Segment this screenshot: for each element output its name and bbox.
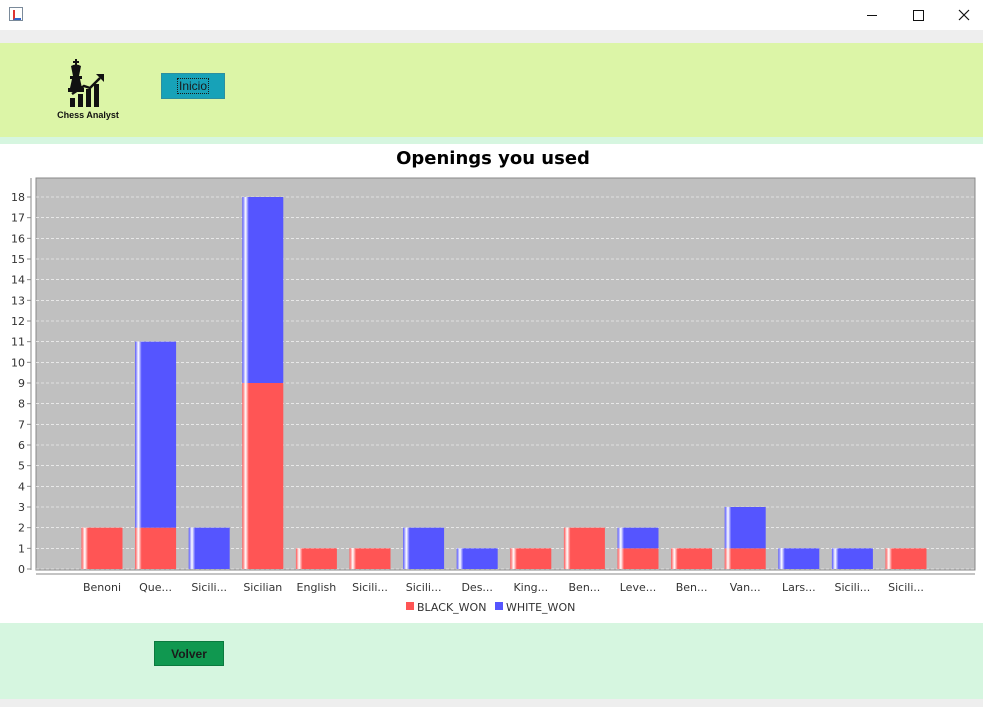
bottom-strip — [0, 699, 983, 707]
legend-label: WHITE_WON — [506, 601, 575, 614]
y-tick-label: 4 — [18, 480, 25, 493]
window-title-bar — [0, 0, 983, 30]
bar-black-won — [724, 548, 766, 569]
y-tick-label: 6 — [18, 439, 25, 452]
y-tick-label: 16 — [11, 232, 25, 245]
y-tick-label: 13 — [11, 294, 25, 307]
bar-black-won — [81, 527, 123, 569]
close-button[interactable] — [941, 0, 983, 30]
x-tick-label: Des... — [461, 581, 492, 594]
footer-panel — [0, 623, 983, 699]
x-tick-label: Ben... — [569, 581, 601, 594]
y-tick-label: 7 — [18, 418, 25, 431]
x-tick-label: Lars... — [782, 581, 816, 594]
bar-black-won — [617, 548, 659, 569]
header-panel — [0, 43, 983, 137]
bars — [81, 197, 927, 569]
x-tick-label: King... — [513, 581, 548, 594]
minimize-icon — [867, 14, 877, 16]
bar-black-won — [510, 548, 552, 569]
chart-title: Openings you used — [396, 148, 590, 169]
legend-label: BLACK_WON — [417, 601, 486, 614]
bar-white-won — [778, 548, 820, 569]
x-tick-label: Leve... — [620, 581, 656, 594]
top-spacer — [0, 30, 983, 43]
y-tick-label: 1 — [18, 542, 25, 555]
chess-king-growth-chart-icon — [68, 59, 104, 107]
bar-white-won — [242, 197, 284, 383]
bar-black-won — [242, 383, 284, 569]
volver-button[interactable]: Volver — [154, 641, 224, 666]
y-tick-label: 14 — [11, 274, 25, 287]
close-icon — [958, 9, 970, 21]
inicio-button-label: Inicio — [176, 78, 209, 94]
bar-white-won — [456, 548, 498, 569]
x-tick-label: Van... — [730, 581, 761, 594]
x-tick-label: Sicili... — [352, 581, 388, 594]
bar-black-won — [135, 527, 177, 569]
maximize-icon — [912, 9, 924, 21]
bar-white-won — [831, 548, 873, 569]
plot-area — [35, 177, 976, 571]
legend-swatch-black-won — [406, 602, 414, 610]
y-tick-label: 10 — [11, 356, 25, 369]
y-tick-label: 11 — [11, 336, 25, 349]
bar-black-won — [295, 548, 337, 569]
chart-legend: BLACK_WON WHITE_WON — [406, 601, 575, 614]
bar-black-won — [885, 548, 927, 569]
maximize-button[interactable] — [895, 0, 941, 30]
bar-white-won — [188, 527, 230, 569]
y-tick-label: 17 — [11, 212, 25, 225]
inicio-button[interactable]: Inicio — [161, 73, 225, 99]
x-tick-label: Sicili... — [406, 581, 442, 594]
bar-black-won — [671, 548, 713, 569]
y-tick-label: 15 — [11, 253, 25, 266]
bar-black-won — [563, 527, 605, 569]
legend-swatch-white-won — [495, 602, 503, 610]
logo-text: Chess Analyst — [57, 110, 119, 120]
x-tick-label: Sicili... — [191, 581, 227, 594]
x-tick-label: English — [297, 581, 337, 594]
x-axis-ticks: Benoni Que... Sicili... Sicilian English Sici… — [83, 581, 924, 594]
bar-white-won — [724, 507, 766, 549]
bar-white-won — [403, 527, 445, 569]
y-tick-label: 5 — [18, 460, 25, 473]
bar-white-won — [617, 527, 659, 549]
y-tick-label: 2 — [18, 522, 25, 535]
y-tick-label: 3 — [18, 501, 25, 514]
minimize-button[interactable] — [849, 0, 895, 30]
x-tick-label: Ben... — [676, 581, 708, 594]
volver-button-label: Volver — [171, 646, 207, 661]
x-tick-label: Sicilian — [243, 581, 282, 594]
bar-black-won — [349, 548, 391, 569]
y-tick-label: 8 — [18, 398, 25, 411]
x-tick-label: Sicili... — [888, 581, 924, 594]
x-tick-label: Benoni — [83, 581, 121, 594]
y-tick-label: 0 — [18, 563, 25, 576]
header-divider — [0, 137, 983, 144]
x-tick-label: Que... — [139, 581, 172, 594]
y-tick-label: 12 — [11, 315, 25, 328]
openings-chart: Openings you used 0123456789101112131415… — [11, 148, 976, 614]
bar-white-won — [135, 341, 177, 528]
x-tick-label: Sicili... — [835, 581, 871, 594]
y-tick-label: 18 — [11, 191, 25, 204]
y-tick-label: 9 — [18, 377, 25, 390]
java-cup-icon — [9, 7, 23, 21]
